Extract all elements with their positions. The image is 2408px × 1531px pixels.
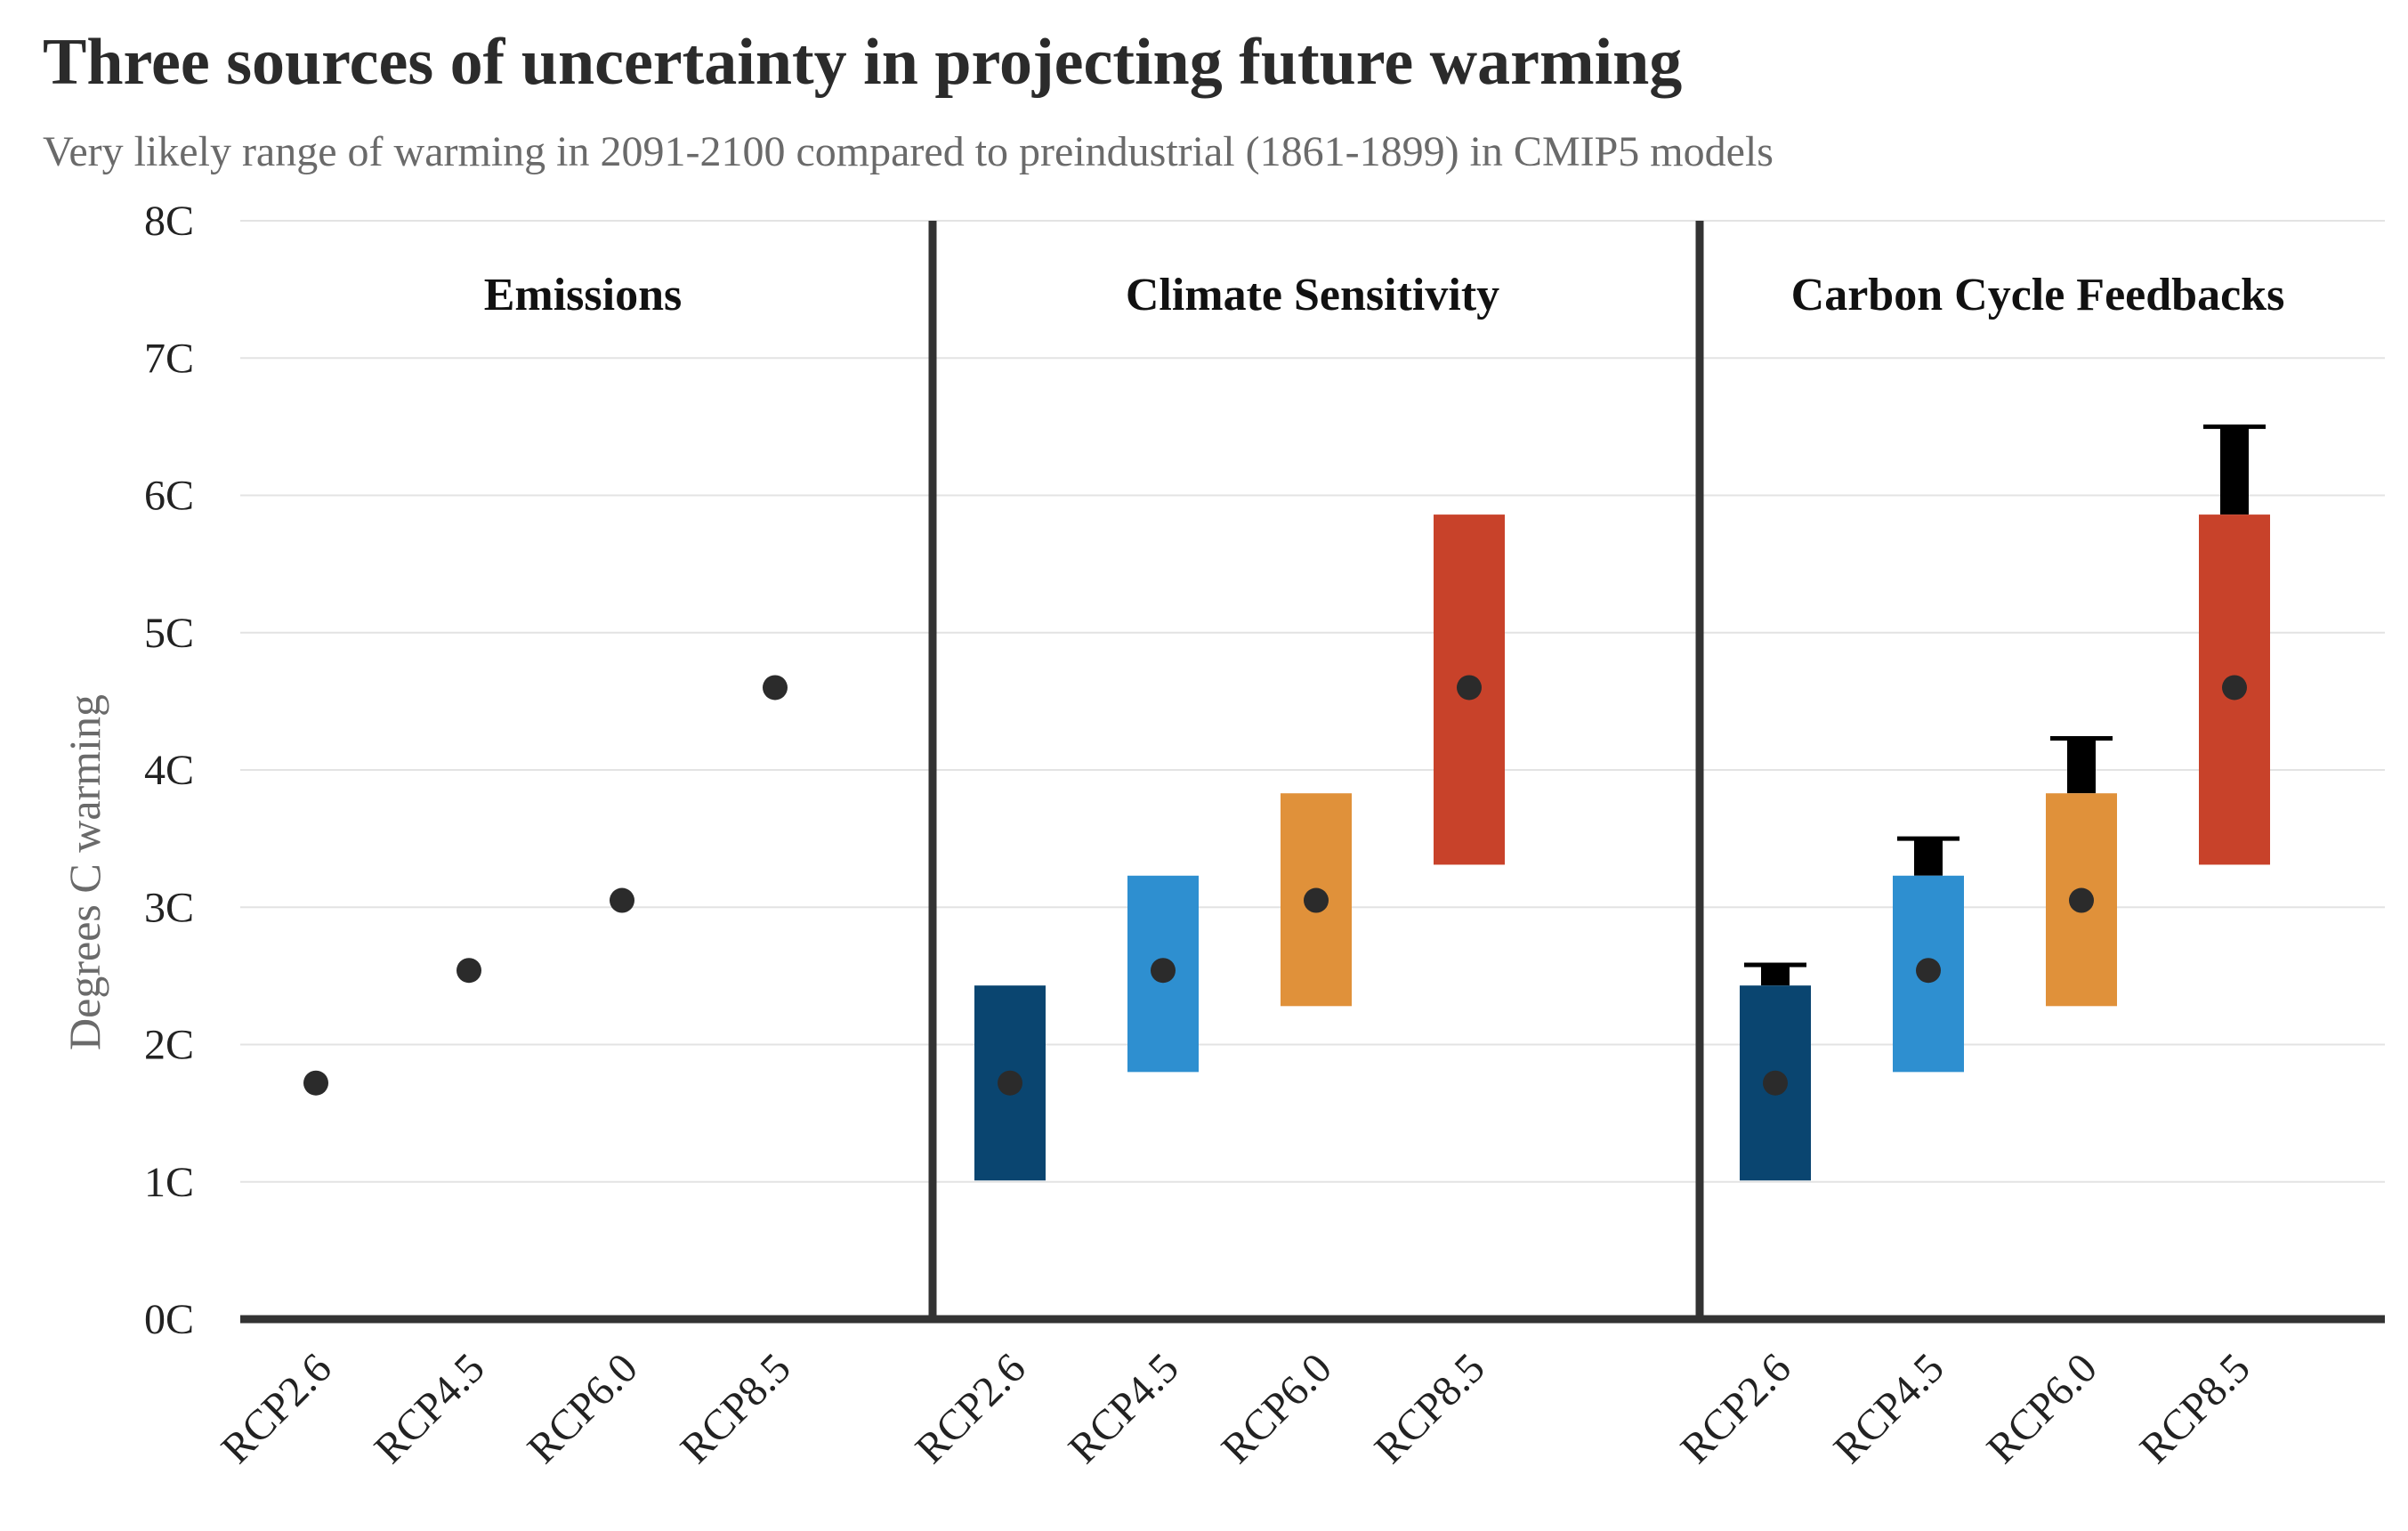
mean-dot: [1304, 887, 1329, 913]
y-tick-label: 4C: [144, 747, 194, 794]
carbon-feedback-bar: [1761, 965, 1790, 986]
x-tick-label: RCP4.5: [366, 1344, 494, 1472]
x-tick-label: RCP8.5: [1366, 1344, 1494, 1472]
panel-label: Carbon Cycle Feedbacks: [1791, 270, 2285, 320]
y-tick-label: 6C: [144, 473, 194, 520]
x-tick-label: RCP2.6: [213, 1344, 341, 1472]
chart-title: Three sources of uncertainty in projecti…: [43, 26, 1683, 99]
x-tick-label: RCP2.6: [1672, 1344, 1800, 1472]
x-tick-label: RCP8.5: [672, 1344, 800, 1472]
y-tick-label: 7C: [144, 335, 194, 382]
y-tick-label: 8C: [144, 198, 194, 245]
x-tick-label: RCP6.0: [1213, 1344, 1341, 1472]
mean-dot: [1151, 958, 1176, 984]
y-tick-label: 2C: [144, 1022, 194, 1069]
x-tick-label: RCP2.6: [907, 1344, 1035, 1472]
mean-dot: [998, 1070, 1022, 1096]
mean-dot: [1763, 1070, 1788, 1096]
x-tick-label: RCP6.0: [1978, 1344, 2106, 1472]
mean-dot: [610, 887, 634, 913]
mean-dot: [1457, 675, 1482, 701]
carbon-feedback-bar: [2220, 426, 2249, 515]
x-tick-label: RCP4.5: [1825, 1344, 1953, 1472]
mean-dot: [457, 958, 481, 984]
mean-dot: [763, 675, 788, 701]
y-tick-label: 0C: [144, 1296, 194, 1343]
mean-dot: [303, 1070, 328, 1096]
y-axis-title: Degrees C warming: [60, 694, 109, 1050]
panel-label: Emissions: [484, 270, 683, 320]
y-tick-label: 1C: [144, 1159, 194, 1206]
mean-dot: [2222, 675, 2247, 701]
panel-label: Climate Sensitivity: [1126, 270, 1499, 320]
mean-dot: [1916, 958, 1941, 984]
y-tick-label: 5C: [144, 610, 194, 657]
chart-subtitle: Very likely range of warming in 2091-210…: [43, 128, 1774, 175]
carbon-feedback-bar: [1914, 838, 1943, 876]
x-tick-label: RCP6.0: [519, 1344, 647, 1472]
carbon-feedback-bar: [2067, 738, 2096, 794]
y-tick-label: 3C: [144, 884, 194, 931]
x-tick-label: RCP8.5: [2131, 1344, 2259, 1472]
x-tick-label: RCP4.5: [1060, 1344, 1188, 1472]
mean-dot: [2069, 887, 2094, 913]
